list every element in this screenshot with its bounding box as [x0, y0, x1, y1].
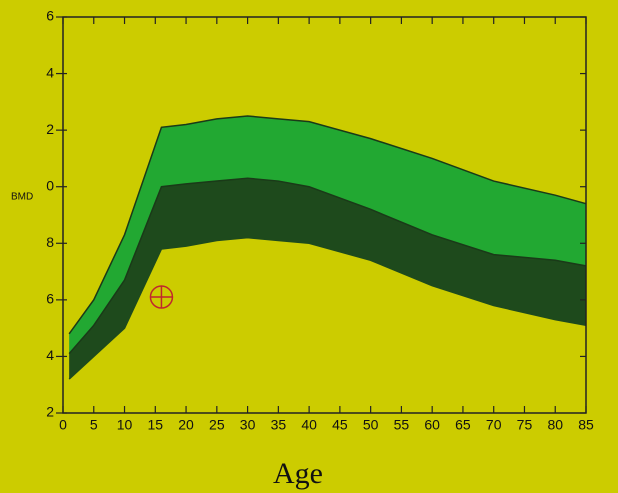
y-tick-label: 6: [46, 291, 54, 307]
x-axis-label: Age: [273, 457, 323, 490]
band: [69, 178, 586, 380]
x-tick-label: 5: [90, 417, 98, 433]
y-tick-label: 6: [46, 8, 54, 24]
y-axis-label: BMD: [11, 192, 33, 203]
x-tick-label: 65: [455, 417, 471, 433]
y-tick-label: 0: [46, 177, 54, 193]
band-edge: [68, 177, 587, 355]
x-tick-label: 55: [394, 417, 410, 433]
x-tick-label: 40: [301, 417, 317, 433]
x-tick-label: 75: [517, 417, 533, 433]
x-tick-label: 80: [547, 417, 563, 433]
band-edge: [68, 236, 587, 380]
x-tick-label: 50: [363, 417, 379, 433]
x-tick-label: 60: [424, 417, 440, 433]
measurement-marker: [149, 285, 174, 309]
x-tick-label: 25: [209, 417, 225, 433]
band: [69, 116, 586, 354]
x-tick-label: 10: [117, 417, 133, 433]
y-tick-label: 2: [46, 404, 54, 420]
y-tick-label: 4: [46, 64, 54, 80]
x-tick-label: 85: [578, 417, 594, 433]
x-tick-label: 70: [486, 417, 502, 433]
x-tick-label: 0: [59, 417, 67, 433]
plot-frame: [62, 16, 587, 414]
x-tick-label: 20: [178, 417, 194, 433]
x-tick-label: 15: [148, 417, 164, 433]
x-tick-label: 45: [332, 417, 348, 433]
y-tick-label: 4: [46, 347, 54, 363]
band-edge: [68, 115, 587, 335]
y-tick-label: 8: [46, 234, 54, 250]
x-tick-label: 35: [271, 417, 287, 433]
y-tick-label: 2: [46, 121, 54, 137]
x-tick-label: 30: [240, 417, 256, 433]
